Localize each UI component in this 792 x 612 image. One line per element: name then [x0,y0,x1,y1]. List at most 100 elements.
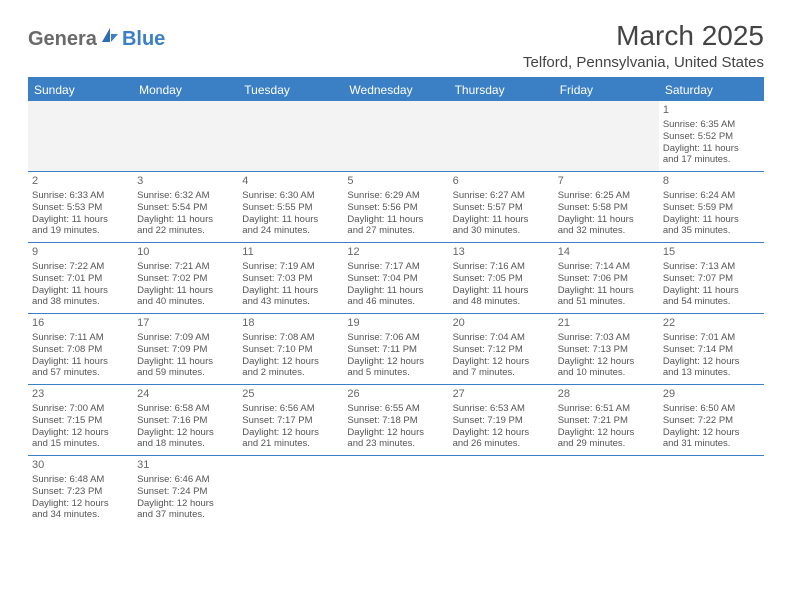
cell-day2: and 24 minutes. [242,225,339,237]
cell-day1: Daylight: 11 hours [32,214,129,226]
cell-sunset: Sunset: 7:04 PM [347,273,444,285]
cell-sunrise: Sunrise: 6:30 AM [242,190,339,202]
cell-sunrise: Sunrise: 6:35 AM [663,119,760,131]
cell-sunrise: Sunrise: 6:46 AM [137,474,234,486]
cell-day2: and 21 minutes. [242,438,339,450]
cell-day1: Daylight: 12 hours [347,427,444,439]
calendar: SundayMondayTuesdayWednesdayThursdayFrid… [28,77,764,526]
cell-day1: Daylight: 11 hours [347,214,444,226]
cell-day1: Daylight: 11 hours [663,285,760,297]
cell-day2: and 5 minutes. [347,367,444,379]
day-number: 23 [32,388,129,402]
cell-sunset: Sunset: 5:54 PM [137,202,234,214]
day-cell: 12Sunrise: 7:17 AMSunset: 7:04 PMDayligh… [343,243,448,313]
cell-sunset: Sunset: 5:56 PM [347,202,444,214]
cell-day2: and 17 minutes. [663,154,760,166]
day-cell: 10Sunrise: 7:21 AMSunset: 7:02 PMDayligh… [133,243,238,313]
cell-sunset: Sunset: 7:06 PM [558,273,655,285]
day-header: Monday [133,79,238,101]
day-cell: 8Sunrise: 6:24 AMSunset: 5:59 PMDaylight… [659,172,764,242]
day-cell: 23Sunrise: 7:00 AMSunset: 7:15 PMDayligh… [28,385,133,455]
logo-text-part2: Blue [122,28,165,51]
cell-sunset: Sunset: 7:23 PM [32,486,129,498]
cell-day2: and 10 minutes. [558,367,655,379]
cell-day2: and 7 minutes. [453,367,550,379]
cell-day1: Daylight: 11 hours [242,214,339,226]
cell-day2: and 26 minutes. [453,438,550,450]
cell-sunrise: Sunrise: 7:14 AM [558,261,655,273]
cell-sunset: Sunset: 5:55 PM [242,202,339,214]
week-row: 16Sunrise: 7:11 AMSunset: 7:08 PMDayligh… [28,314,764,385]
cell-sunset: Sunset: 7:05 PM [453,273,550,285]
day-cell: 6Sunrise: 6:27 AMSunset: 5:57 PMDaylight… [449,172,554,242]
week-row: 30Sunrise: 6:48 AMSunset: 7:23 PMDayligh… [28,456,764,526]
day-cell: 25Sunrise: 6:56 AMSunset: 7:17 PMDayligh… [238,385,343,455]
day-number: 14 [558,246,655,260]
cell-sunset: Sunset: 5:52 PM [663,131,760,143]
day-cell-blank [659,456,764,526]
cell-sunrise: Sunrise: 6:24 AM [663,190,760,202]
cell-sunset: Sunset: 7:12 PM [453,344,550,356]
cell-sunrise: Sunrise: 7:04 AM [453,332,550,344]
day-number: 13 [453,246,550,260]
cell-sunset: Sunset: 7:22 PM [663,415,760,427]
cell-sunset: Sunset: 7:16 PM [137,415,234,427]
cell-day2: and 54 minutes. [663,296,760,308]
cell-day2: and 48 minutes. [453,296,550,308]
cell-day1: Daylight: 12 hours [242,356,339,368]
cell-sunset: Sunset: 7:13 PM [558,344,655,356]
cell-day2: and 27 minutes. [347,225,444,237]
day-cell: 20Sunrise: 7:04 AMSunset: 7:12 PMDayligh… [449,314,554,384]
week-row: 23Sunrise: 7:00 AMSunset: 7:15 PMDayligh… [28,385,764,456]
cell-day2: and 40 minutes. [137,296,234,308]
day-cell: 17Sunrise: 7:09 AMSunset: 7:09 PMDayligh… [133,314,238,384]
cell-sunrise: Sunrise: 6:27 AM [453,190,550,202]
day-cell: 9Sunrise: 7:22 AMSunset: 7:01 PMDaylight… [28,243,133,313]
cell-sunrise: Sunrise: 7:13 AM [663,261,760,273]
cell-day1: Daylight: 12 hours [663,427,760,439]
day-cell: 3Sunrise: 6:32 AMSunset: 5:54 PMDaylight… [133,172,238,242]
cell-day2: and 37 minutes. [137,509,234,521]
day-number: 30 [32,459,129,473]
cell-day1: Daylight: 11 hours [558,214,655,226]
cell-day1: Daylight: 11 hours [32,285,129,297]
cell-day1: Daylight: 11 hours [453,214,550,226]
day-header: Friday [554,79,659,101]
day-cell: 5Sunrise: 6:29 AMSunset: 5:56 PMDaylight… [343,172,448,242]
day-cell: 29Sunrise: 6:50 AMSunset: 7:22 PMDayligh… [659,385,764,455]
cell-day1: Daylight: 11 hours [137,356,234,368]
day-cell: 16Sunrise: 7:11 AMSunset: 7:08 PMDayligh… [28,314,133,384]
cell-sunrise: Sunrise: 7:00 AM [32,403,129,415]
cell-day2: and 32 minutes. [558,225,655,237]
cell-sunset: Sunset: 5:53 PM [32,202,129,214]
cell-sunset: Sunset: 7:08 PM [32,344,129,356]
cell-day2: and 18 minutes. [137,438,234,450]
cell-sunrise: Sunrise: 7:03 AM [558,332,655,344]
cell-day1: Daylight: 11 hours [558,285,655,297]
cell-day1: Daylight: 12 hours [32,427,129,439]
cell-sunset: Sunset: 7:19 PM [453,415,550,427]
day-number: 19 [347,317,444,331]
cell-sunset: Sunset: 7:01 PM [32,273,129,285]
day-number: 22 [663,317,760,331]
cell-sunset: Sunset: 7:02 PM [137,273,234,285]
cell-day1: Daylight: 12 hours [453,427,550,439]
month-title: March 2025 [523,20,764,52]
day-number: 15 [663,246,760,260]
day-number: 2 [32,175,129,189]
day-cell: 1Sunrise: 6:35 AMSunset: 5:52 PMDaylight… [659,101,764,171]
cell-sunset: Sunset: 7:14 PM [663,344,760,356]
cell-day2: and 15 minutes. [32,438,129,450]
day-cell-blank [238,101,343,171]
day-cell-blank [28,101,133,171]
cell-day1: Daylight: 12 hours [558,356,655,368]
day-cell: 31Sunrise: 6:46 AMSunset: 7:24 PMDayligh… [133,456,238,526]
day-cell-blank [238,456,343,526]
cell-sunrise: Sunrise: 6:33 AM [32,190,129,202]
cell-day1: Daylight: 12 hours [663,356,760,368]
location-text: Telford, Pennsylvania, United States [523,54,764,71]
day-header-row: SundayMondayTuesdayWednesdayThursdayFrid… [28,79,764,101]
day-number: 29 [663,388,760,402]
cell-day1: Daylight: 12 hours [347,356,444,368]
cell-day2: and 59 minutes. [137,367,234,379]
